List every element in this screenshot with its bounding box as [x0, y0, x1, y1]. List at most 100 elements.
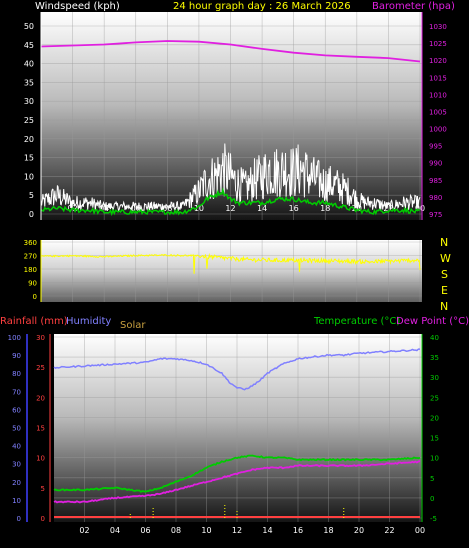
barometer-y-tick-label: 1005 [429, 108, 447, 116]
barometer-y-tick-label: 1000 [429, 126, 447, 134]
wind-barometer-panel: 02 04 06 08 10 12 14 16 18 20 22 000510152025303540… [24, 12, 447, 220]
temp-x-tick-label: 02 [79, 526, 89, 535]
humidity-y-tick-label: 10 [12, 497, 21, 505]
wind-y-tick-label: 50 [24, 22, 34, 31]
temp-x-tick-label: 22 [384, 526, 394, 535]
barometer-y-tick-label: 1030 [429, 23, 447, 31]
temperature-y-tick-label: 20 [430, 414, 439, 422]
temp-x-tick-label: 08 [171, 526, 181, 535]
wind-x-tick-label: 12 [225, 204, 235, 213]
wind-average-series-line [40, 187, 421, 217]
rainfall-y-tick-label: 25 [36, 364, 45, 372]
humidity-y-tick-label: 20 [12, 479, 21, 487]
rainfall-y-tick-label: 5 [41, 485, 45, 493]
humidity-y-tick-label: 0 [17, 515, 21, 523]
windspeed-axis-label: Windspeed (kph) [35, 1, 120, 12]
compass-w: W [440, 252, 451, 265]
humidity-y-tick-label: 50 [12, 425, 21, 433]
direction-y-tick-label: 180 [24, 266, 37, 274]
direction-y-tick-label: 90 [28, 280, 37, 288]
wind-x-tick-label: 18 [320, 204, 330, 213]
temp-x-tick-label: 00 [415, 526, 425, 535]
compass-s: S [441, 268, 448, 281]
barometer-y-tick-label: 985 [429, 177, 442, 185]
grid-lines [41, 12, 422, 522]
rainfall-y-tick-label: 20 [36, 394, 45, 402]
temp-x-tick-label: 06 [140, 526, 150, 535]
temperature-y-tick-label: 10 [430, 455, 439, 463]
wind-x-tick-label: 06 [131, 204, 141, 213]
wind-direction-series-line [40, 252, 421, 274]
rainfall-y-tick-label: 30 [36, 334, 45, 342]
wind-x-tick-label: 14 [257, 204, 267, 213]
temperature-series-line [53, 454, 421, 493]
humidity-y-tick-label: 80 [12, 370, 21, 378]
temp-x-tick-label: 12 [232, 526, 242, 535]
barometer-y-tick-label: 1025 [429, 40, 447, 48]
temp-x-tick-label: 14 [262, 526, 272, 535]
temp-x-tick-label: 20 [354, 526, 364, 535]
wind-y-tick-label: 30 [24, 97, 34, 106]
wind-y-tick-label: 25 [24, 116, 34, 125]
temp-x-tick-label: 16 [293, 526, 303, 535]
wind-x-tick-label: 20 [352, 204, 362, 213]
barometer-axis-label: Barometer (hpa) [372, 1, 455, 12]
direction-y-tick-label: 0 [33, 293, 37, 301]
graph-title: 24 hour graph day : 26 March 2026 [173, 1, 351, 12]
humidity-y-tick-label: 70 [12, 388, 21, 396]
temperature-y-tick-label: 5 [430, 475, 434, 483]
rainfall-axis-label: Rainfall (mm) [0, 316, 68, 327]
wind-direction-panel: 0 90 180 270 360 [24, 239, 421, 302]
wind-y-tick-label: 0 [29, 210, 34, 219]
wind-x-tick-label: 22 [383, 204, 393, 213]
compass-n-top: N [440, 236, 448, 249]
humidity-y-tick-label: 90 [12, 352, 21, 360]
compass-e: E [441, 284, 448, 297]
temperature-y-tick-label: -5 [430, 515, 437, 523]
temp-x-tick-label: 10 [201, 526, 211, 535]
temperature-panel-background [54, 334, 422, 522]
direction-y-tick-label: 360 [24, 239, 37, 247]
barometer-y-tick-label: 1010 [429, 91, 447, 99]
wind-y-tick-label: 40 [24, 60, 34, 69]
temperature-axis-label: Temperature (°C) [313, 316, 400, 327]
wind-x-tick-label: 08 [162, 204, 172, 213]
temperature-y-tick-label: 25 [430, 394, 439, 402]
windspeed-series-line [40, 143, 421, 213]
humidity-y-tick-label: 100 [8, 334, 21, 342]
temperature-y-tick-label: 40 [430, 334, 439, 342]
solar-axis-label: Solar [120, 320, 146, 331]
temperature-y-tick-label: 30 [430, 374, 439, 382]
wind-x-tick-label: 04 [99, 204, 109, 213]
wind-y-tick-label: 10 [24, 172, 34, 181]
wind-y-tick-label: 20 [24, 135, 34, 144]
barometer-y-tick-label: 995 [429, 143, 442, 151]
compass-n-bottom: N [440, 300, 448, 313]
direction-y-tick-label: 270 [24, 253, 37, 261]
rainfall-y-tick-label: 15 [36, 425, 45, 433]
temp-x-tick-label: 04 [110, 526, 120, 535]
direction-panel-background [41, 240, 422, 302]
humidity-y-tick-label: 60 [12, 406, 21, 414]
wind-x-tick-label: 10 [194, 204, 204, 213]
barometer-y-tick-label: 1015 [429, 74, 447, 82]
barometer-y-tick-label: 990 [429, 160, 442, 168]
humidity-axis-label: Humidity [66, 316, 111, 327]
dewpoint-axis-label: Dew Point (°C) [396, 316, 469, 327]
temperature-y-tick-label: 15 [430, 435, 439, 443]
rainfall-y-tick-label: 10 [36, 455, 45, 463]
temperature-y-tick-label: 0 [430, 495, 434, 503]
dewpoint-series-line [53, 460, 421, 504]
barometer-y-tick-label: 980 [429, 194, 442, 202]
humidity-y-tick-label: 40 [12, 443, 21, 451]
rainfall-y-tick-label: 0 [41, 515, 45, 523]
humidity-series-line [53, 348, 420, 391]
humidity-y-tick-label: 30 [12, 461, 21, 469]
temperature-y-tick-label: 35 [430, 354, 439, 362]
wind-y-tick-label: 45 [24, 41, 34, 50]
wind-y-tick-label: 5 [29, 191, 34, 200]
wind-x-tick-label: 00 [415, 204, 425, 213]
wind-y-tick-label: 15 [24, 154, 34, 163]
